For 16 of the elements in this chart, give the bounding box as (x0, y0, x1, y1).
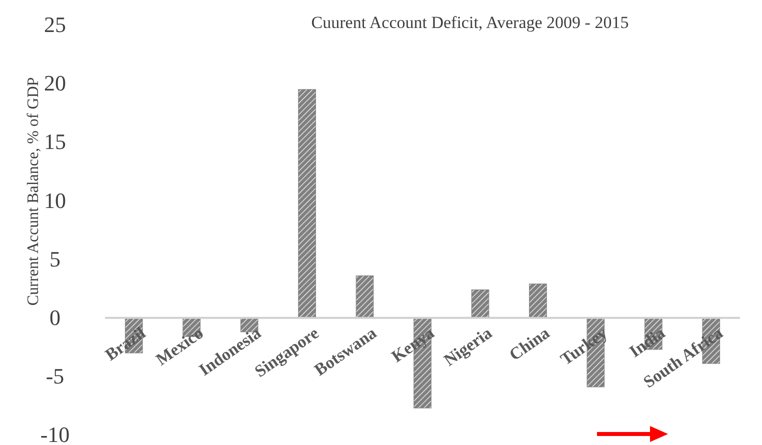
bar (298, 89, 316, 318)
chart-title: Cuurent Account Deficit, Average 2009 - 2015 (311, 13, 629, 32)
bar (356, 275, 374, 318)
y-tick-label: 5 (50, 246, 60, 272)
bar (529, 284, 547, 318)
y-tick-label: -5 (46, 363, 64, 388)
y-tick-label: -10 (40, 422, 70, 445)
y-tick-label: 20 (44, 70, 66, 96)
bar (471, 289, 490, 318)
y-axis-title: Current Accunt Balance, % of GDP (25, 77, 42, 306)
y-tick-label: 10 (44, 188, 66, 213)
x-tick-label: China (506, 323, 554, 364)
x-tick-label: India (626, 323, 669, 362)
y-tick-label: 0 (50, 304, 60, 330)
y-tick-label: 15 (44, 129, 66, 154)
y-tick-label: 25 (44, 12, 66, 38)
